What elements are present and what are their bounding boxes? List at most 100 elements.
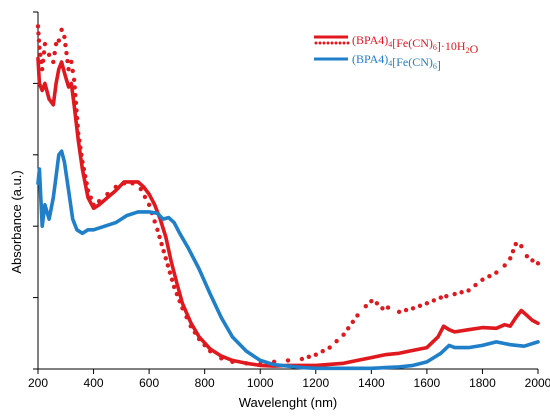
- legend-subscript: 4: [388, 59, 392, 68]
- data-point: [188, 323, 193, 329]
- data-point: [403, 307, 409, 313]
- data-point: [513, 241, 518, 247]
- legend-text-part: [Fe(CN): [392, 55, 433, 69]
- legend-subscript: 6: [433, 62, 437, 71]
- data-point: [130, 181, 135, 186]
- data-point: [51, 59, 56, 65]
- legend-swatch-dot: [338, 41, 342, 45]
- data-point: [96, 199, 102, 204]
- data-point: [163, 256, 168, 261]
- data-point: [502, 263, 507, 268]
- data-point: [66, 66, 71, 72]
- data-point: [363, 303, 368, 309]
- data-point: [81, 166, 87, 172]
- data-point: [84, 181, 89, 186]
- data-point: [39, 66, 45, 72]
- data-point: [410, 306, 416, 311]
- data-point: [219, 356, 224, 361]
- x-axis-label: Wavelenght (nm): [239, 395, 338, 410]
- legend-swatch-dot: [326, 41, 330, 45]
- data-point: [74, 108, 79, 113]
- data-point: [142, 194, 148, 200]
- legend-swatch-dot: [334, 41, 338, 45]
- data-point: [76, 131, 81, 136]
- data-point: [208, 348, 213, 354]
- legend-text-part: ]·10H: [437, 39, 466, 53]
- x-tick-label: 1600: [414, 376, 441, 390]
- data-point: [138, 186, 143, 192]
- series-dotted-1: [35, 24, 541, 367]
- data-point: [192, 330, 198, 335]
- data-point: [196, 336, 202, 342]
- data-point: [65, 58, 70, 64]
- legend-text-part: (BPA4): [352, 52, 388, 66]
- data-point: [40, 58, 46, 63]
- data-point: [64, 50, 69, 56]
- data-point: [369, 298, 374, 304]
- legend-subscript: 4: [388, 40, 392, 49]
- data-point: [508, 256, 513, 261]
- data-point: [46, 52, 52, 58]
- data-point: [77, 138, 82, 143]
- data-point: [70, 68, 75, 74]
- data-point: [494, 270, 499, 275]
- data-point: [79, 152, 84, 157]
- data-point: [80, 159, 85, 165]
- legend-swatch-dot: [318, 41, 322, 45]
- data-point: [63, 42, 68, 48]
- data-point: [91, 202, 96, 207]
- data-point: [56, 38, 62, 43]
- data-point: [380, 306, 385, 311]
- data-point: [42, 41, 48, 47]
- legend: (BPA4)4[Fe(CN)6]·10H2O(BPA4)4[Fe(CN)6]: [314, 33, 479, 72]
- x-tick-label: 800: [195, 376, 215, 390]
- data-point: [155, 227, 160, 232]
- legend-text-part: O: [470, 42, 479, 56]
- x-tick-label: 1000: [247, 376, 274, 390]
- data-point: [38, 52, 43, 58]
- legend-swatch-dot: [322, 41, 326, 45]
- data-point: [438, 295, 443, 300]
- data-point: [73, 92, 78, 98]
- legend-label: (BPA4)4[Fe(CN)6]·10H2O: [352, 33, 479, 56]
- data-point: [327, 345, 332, 350]
- data-point: [424, 301, 430, 306]
- data-point: [72, 85, 77, 90]
- data-point: [69, 59, 74, 65]
- data-point: [36, 31, 41, 36]
- data-point: [35, 24, 41, 29]
- data-point: [157, 234, 162, 240]
- y-axis-label: Absorbance (a.u.): [9, 170, 24, 273]
- data-point: [374, 301, 380, 306]
- data-point: [459, 290, 464, 295]
- data-point: [431, 298, 437, 303]
- x-tick-label: 1800: [469, 376, 496, 390]
- data-point: [73, 100, 79, 105]
- data-point: [74, 115, 80, 121]
- data-point: [510, 248, 516, 254]
- data-point: [180, 306, 185, 311]
- data-point: [41, 50, 47, 55]
- data-point: [299, 356, 305, 362]
- series-line-0: [36, 56, 540, 368]
- x-tick-label: 2000: [525, 376, 550, 390]
- data-point: [452, 291, 457, 297]
- data-point: [444, 293, 449, 299]
- data-point: [53, 41, 59, 47]
- data-point: [345, 326, 351, 331]
- data-point: [334, 338, 339, 344]
- data-point: [171, 284, 177, 290]
- legend-text-part: (BPA4): [352, 33, 388, 47]
- data-point: [88, 195, 93, 200]
- data-point: [320, 348, 325, 354]
- data-point: [530, 258, 535, 263]
- data-point: [146, 202, 152, 207]
- data-point: [177, 298, 182, 304]
- data-point: [230, 359, 235, 365]
- legend-swatch-dot: [346, 41, 350, 45]
- data-point: [152, 219, 157, 224]
- data-point: [169, 277, 175, 282]
- data-point: [355, 313, 360, 318]
- legend-text-part: ]: [437, 58, 441, 72]
